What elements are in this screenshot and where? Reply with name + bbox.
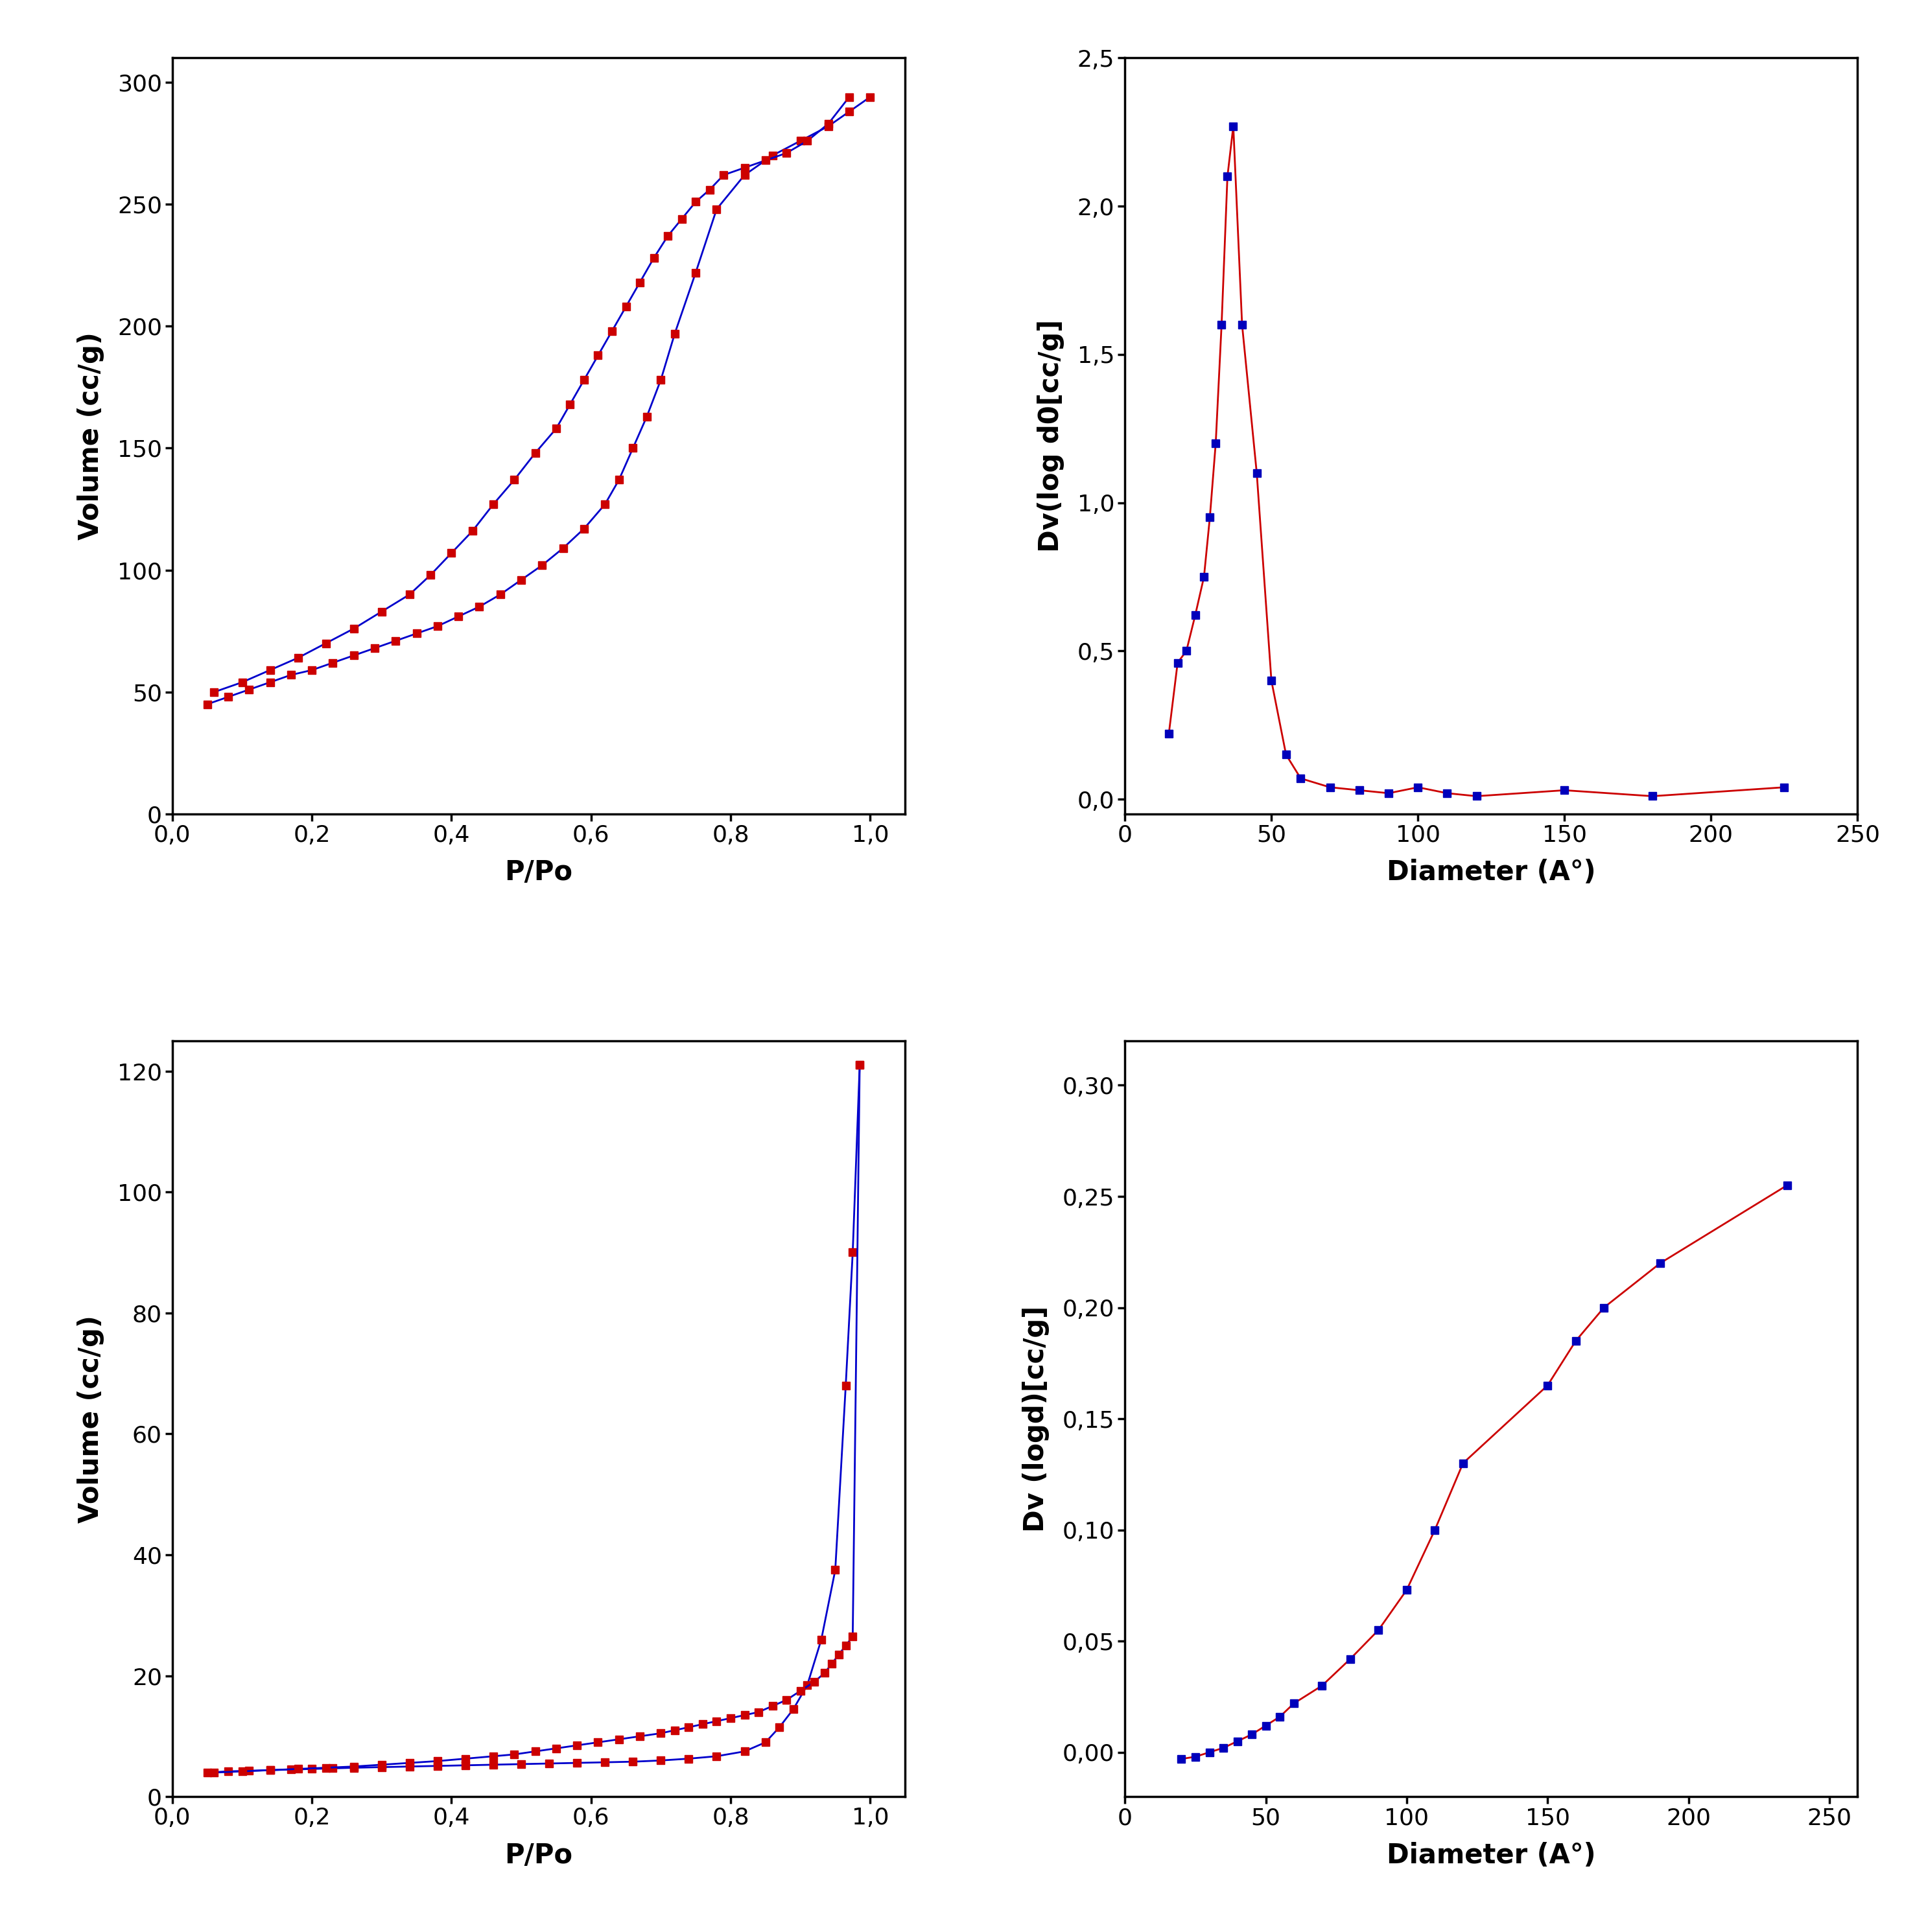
X-axis label: Diameter (A°): Diameter (A°) — [1386, 860, 1595, 887]
Y-axis label: Dv(log d0[cc/g]: Dv(log d0[cc/g] — [1038, 319, 1065, 553]
X-axis label: P/Po: P/Po — [506, 1841, 573, 1868]
X-axis label: Diameter (A°): Diameter (A°) — [1386, 1841, 1595, 1868]
Y-axis label: Volume (cc/g): Volume (cc/g) — [77, 1316, 105, 1522]
X-axis label: P/Po: P/Po — [506, 860, 573, 887]
Y-axis label: Dv (logd)[cc/g]: Dv (logd)[cc/g] — [1023, 1306, 1049, 1532]
Y-axis label: Volume (cc/g): Volume (cc/g) — [77, 332, 105, 539]
